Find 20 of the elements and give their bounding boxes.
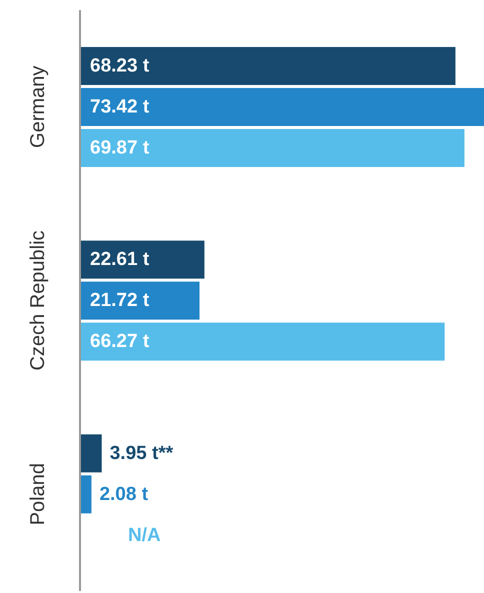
data-label: 22.61 t xyxy=(90,249,150,270)
data-label: 73.42 t xyxy=(90,96,150,118)
bar xyxy=(80,240,204,279)
data-label: 3.95 t** xyxy=(110,442,174,464)
text: N/A xyxy=(128,524,161,546)
data-label: 2.08 t xyxy=(99,484,149,505)
bar xyxy=(80,129,464,167)
bar xyxy=(80,475,92,514)
bar xyxy=(80,322,445,361)
data-label: 21.72 t xyxy=(90,290,150,312)
y-tick-label: Czech Republic xyxy=(27,230,49,371)
bar xyxy=(80,282,200,320)
bar xyxy=(80,47,456,85)
bar xyxy=(80,434,102,472)
data-label: 69.87 t xyxy=(90,138,150,158)
data-label: 66.27 t xyxy=(90,331,150,352)
y-tick-label: Poland xyxy=(27,463,49,526)
data-label: 68.23 t xyxy=(90,56,150,76)
bar xyxy=(80,88,484,126)
y-tick-label: Germany xyxy=(27,66,49,148)
